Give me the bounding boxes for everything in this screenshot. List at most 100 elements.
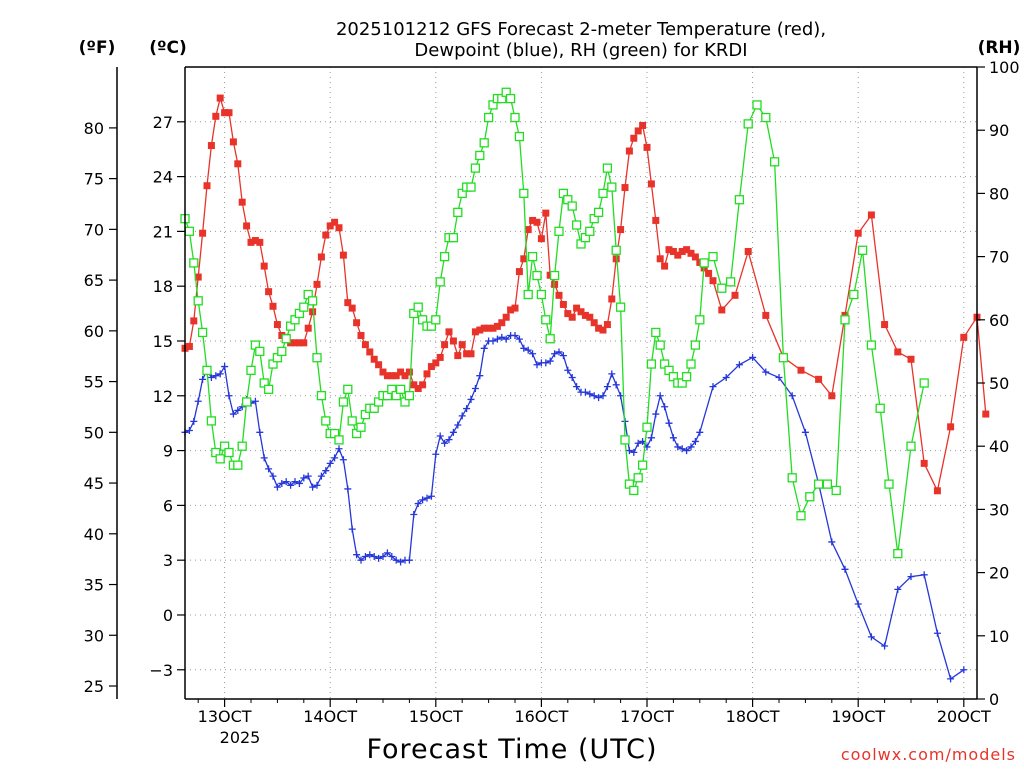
temperature-point [854, 229, 862, 237]
dewpoint-point [295, 479, 303, 487]
dewpoint-point [687, 443, 695, 451]
rh-point [321, 416, 331, 426]
rh-point [893, 548, 903, 559]
dewpoint-point [419, 496, 427, 504]
temperature-point [441, 341, 449, 349]
temperature-point [559, 300, 567, 308]
temperature-point [256, 238, 264, 246]
rh-point [505, 93, 516, 104]
dewpoint-point [322, 467, 330, 475]
temperature-point [238, 198, 246, 206]
rh-tick-label: 60 [989, 311, 1009, 330]
rh-point [527, 251, 538, 262]
rh-point [246, 365, 256, 376]
dewpoint-point [559, 352, 567, 360]
rh-point [404, 390, 415, 401]
rh-point [281, 334, 291, 344]
dewpoint-point [287, 481, 295, 489]
dewpoint-point [854, 600, 862, 608]
dewpoint-point [397, 558, 405, 566]
dewpoint-point [300, 474, 308, 482]
temperature-point [423, 370, 431, 378]
temperature-point [414, 384, 422, 392]
rh-point [241, 397, 252, 407]
temperature-point [652, 216, 660, 224]
rh-tick-label: 80 [989, 184, 1009, 203]
rh-point [849, 289, 859, 300]
temperature-point [221, 109, 229, 117]
temperature-point [731, 291, 739, 299]
dewpoint-point [595, 394, 603, 402]
temperature-point [243, 222, 251, 230]
temperature-point [639, 121, 647, 129]
fahrenheit-tick-label: 80 [84, 119, 104, 138]
rh-point [734, 195, 745, 205]
celsius-tick-label: 0 [163, 606, 173, 625]
dewpoint-point [515, 335, 523, 343]
rh-tick-label: 0 [989, 690, 999, 709]
dewpoint-point [669, 434, 677, 442]
temperature-point [608, 295, 616, 303]
dewpoint-point [603, 383, 611, 391]
rh-point [796, 511, 806, 521]
rh-point [395, 384, 406, 394]
rh-point [215, 454, 225, 464]
dewpoint-point [652, 410, 660, 418]
dewpoint-point [467, 395, 475, 403]
rh-point [193, 296, 203, 306]
dewpoint-point [199, 375, 207, 383]
temperature-point [344, 299, 352, 307]
rh-point [822, 479, 833, 489]
dewpoint-point [410, 511, 418, 519]
rh-point [519, 188, 529, 199]
dewpoint-point [463, 405, 471, 413]
rh-point [629, 485, 639, 496]
rh-point [475, 150, 485, 161]
temperature-point [203, 182, 211, 190]
temperature-point [815, 375, 823, 383]
dewpoint-point [291, 478, 299, 486]
temperature-point [529, 216, 537, 224]
temperature-point [625, 147, 633, 155]
dewpoint-point [190, 417, 198, 425]
temperature-point [471, 328, 479, 336]
dewpoint-point [960, 666, 968, 674]
rh-point [585, 226, 595, 236]
temperature-point [867, 211, 875, 219]
temperature-point [234, 160, 242, 168]
temperature-point [797, 366, 805, 374]
dewpoint-point [436, 432, 444, 440]
dewpoint-point [256, 428, 264, 436]
x-tick-label: 13OCT [198, 707, 252, 726]
temperature-point [291, 339, 299, 347]
dewpoint-point [630, 448, 638, 456]
dewpoint-point [502, 335, 510, 343]
dewpoint-point [841, 565, 849, 573]
dewpoint-point [480, 344, 488, 352]
temperature-point [586, 313, 594, 321]
temperature-point [581, 311, 589, 319]
dewpoint-point [493, 335, 501, 343]
temperature-point [947, 423, 955, 431]
temperature-point [401, 372, 409, 380]
rh-point [483, 112, 494, 123]
rh-point [184, 226, 195, 236]
dewpoint-point [524, 346, 532, 354]
rh-point [651, 327, 661, 338]
temperature-point [199, 229, 207, 237]
dewpoint-point [920, 571, 928, 579]
x-tick-label: 20OCT [937, 707, 991, 726]
rh-point [277, 346, 287, 357]
rh-point [312, 353, 322, 363]
temperature-point [300, 339, 308, 347]
temperature-point [502, 313, 510, 321]
temperature-point [375, 361, 383, 369]
dewpoint-point [709, 383, 717, 391]
rh-point [347, 416, 357, 426]
temperature-point [718, 306, 726, 314]
dewpoint-point [573, 383, 581, 391]
dewpoint-point [529, 350, 537, 358]
rh-point [554, 226, 564, 236]
temperature-point [405, 368, 413, 376]
rh-point [620, 435, 630, 445]
